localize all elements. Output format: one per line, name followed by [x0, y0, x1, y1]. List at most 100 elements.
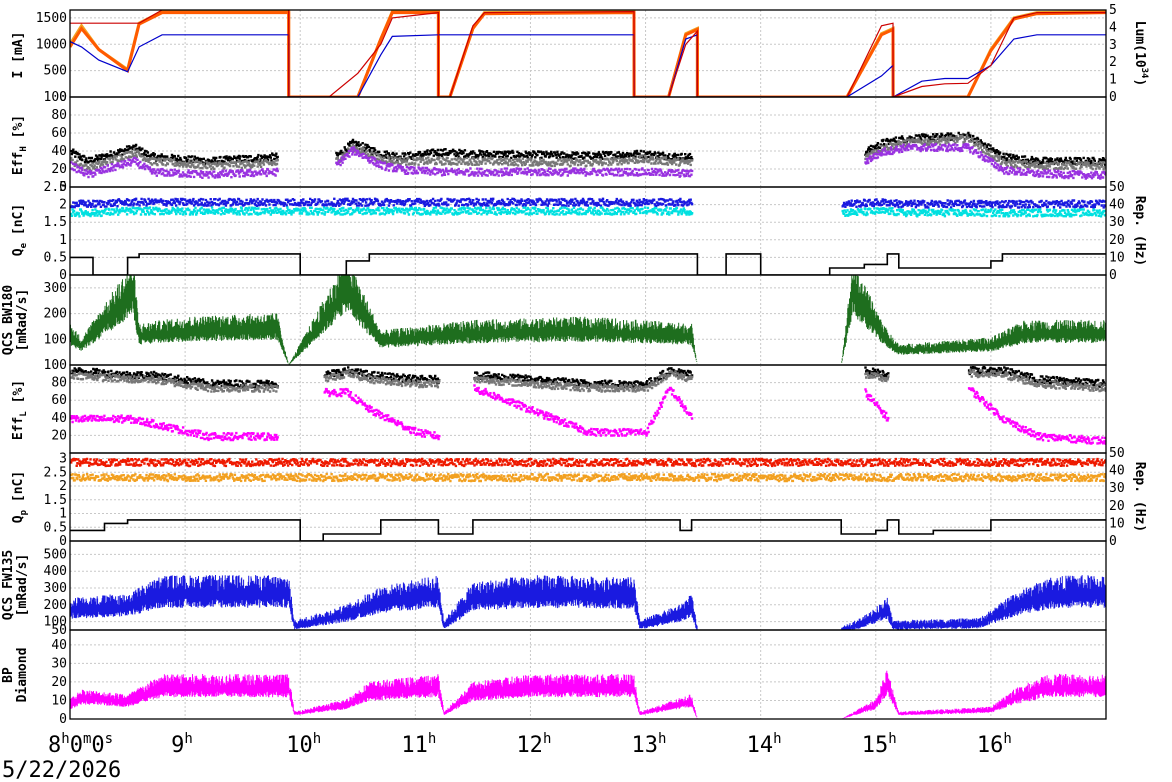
x-tick-label: 11h — [401, 731, 436, 758]
x-tick-label: 10h — [286, 731, 321, 758]
y-tick-label: 80 — [51, 376, 67, 391]
series-qcs-bw180 — [70, 275, 1106, 365]
y-tick-label: 1500 — [36, 11, 67, 26]
series-dots — [70, 457, 1106, 468]
y2-tick-label: 0 — [1109, 90, 1117, 105]
panel-effl: 20 40 60 80 100 EffL [%] — [11, 358, 1107, 454]
x-tick-label: 14h — [747, 731, 782, 758]
y-tick-label: 0 — [59, 712, 67, 727]
y-axis-title: QCS BW180[mRad/s] — [1, 285, 30, 356]
y2-axis-title: Lum(1034) — [1132, 21, 1149, 87]
y-tick-label: 1 — [59, 507, 67, 522]
y-axis-title: BPDiamond — [1, 648, 30, 703]
rep-rate-line — [70, 519, 1106, 541]
x-tick-label: 8h0m0s — [48, 731, 113, 758]
y-tick-label: 80 — [51, 108, 67, 123]
time-axis: 8h0m0s 9h 10h 11h 12h 13h 14h 15h 16h 5/22/2026 — [2, 731, 1012, 782]
panel-effh: 0 20 40 60 80 100 EffH [%] — [11, 90, 1107, 195]
y-tick-label: 0 — [59, 90, 67, 105]
y2-tick-label: 30 — [1109, 215, 1125, 230]
y2-tick-label: 4 — [1109, 20, 1117, 35]
plot-area — [70, 275, 1106, 365]
x-tick-label: 12h — [516, 731, 551, 758]
y-tick-label: 500 — [44, 64, 67, 79]
y-tick-label: 200 — [44, 307, 67, 322]
plot-area — [70, 131, 1106, 180]
y-tick-label: 60 — [51, 393, 67, 408]
rep-rate-line — [70, 253, 1106, 275]
y-tick-label: 10 — [51, 693, 67, 708]
y-axis-title: EffH [%] — [11, 115, 29, 175]
y-tick-label: 400 — [44, 564, 67, 579]
y-tick-label: 50 — [51, 623, 67, 638]
plot-area — [70, 10, 1106, 97]
panel-current: 0 500 1000 1500 0 1 2 3 4 5 I [mA] Lum(1034) — [11, 3, 1149, 105]
series-dots — [70, 206, 1106, 218]
y-tick-label: 30 — [51, 656, 67, 671]
series-bp-diamond — [70, 670, 1106, 719]
y-tick-label: 100 — [44, 615, 67, 630]
y-tick-label: 100 — [44, 90, 67, 105]
y2-tick-label: 5 — [1109, 3, 1117, 18]
y2-tick-label: 0 — [1109, 534, 1117, 549]
series-line — [70, 10, 1106, 97]
date-label: 5/22/2026 — [2, 758, 121, 782]
y-tick-label: 60 — [51, 126, 67, 141]
y-tick-label: 100 — [44, 358, 67, 373]
y-tick-label: 20 — [51, 162, 67, 177]
plot-area — [70, 457, 1106, 541]
x-tick-label: 16h — [977, 731, 1012, 758]
y2-tick-label: 40 — [1109, 198, 1125, 213]
y-axis-title: Qe [nC] — [11, 204, 29, 256]
plot-area — [70, 197, 1106, 275]
panel-bp-diamond: 0 10 20 30 40 BPDiamond — [1, 629, 1107, 727]
y2-tick-label: 10 — [1109, 516, 1125, 531]
y-tick-label: 200 — [44, 598, 67, 613]
y2-tick-label: 40 — [1109, 464, 1125, 479]
y-axis-title: EffL [%] — [11, 380, 29, 440]
y-tick-label: 20 — [51, 428, 67, 443]
series-qcs-fw135 — [70, 575, 1106, 630]
y-tick-label: 300 — [44, 581, 67, 596]
y-tick-label: 2.5 — [44, 180, 67, 195]
y2-axis-title: Rep. (Hz) — [1132, 462, 1147, 532]
x-tick-label: 9h — [171, 731, 193, 758]
y-axis-title: QCS FW135[mRad/s] — [1, 550, 30, 620]
y2-tick-label: 3 — [1109, 38, 1117, 53]
y-tick-label: 2 — [59, 198, 67, 213]
y-tick-label: 300 — [44, 281, 67, 296]
y2-tick-label: 30 — [1109, 481, 1125, 496]
y-tick-label: 2 — [59, 479, 67, 494]
y-tick-label: 1 — [59, 233, 67, 248]
y2-tick-label: 20 — [1109, 499, 1125, 514]
y-tick-label: 1000 — [36, 37, 67, 52]
series-dots — [70, 384, 1106, 445]
series-line — [70, 11, 1106, 97]
series-dots — [70, 142, 1106, 180]
panel-qcs-bw180: 100 200 300 QCS BW180[mRad/s] — [1, 274, 1107, 366]
y-tick-label: 0 — [59, 268, 67, 283]
y2-tick-label: 0 — [1109, 268, 1117, 283]
y-tick-label: 0.5 — [44, 520, 67, 535]
panel-frame — [69, 629, 1107, 720]
y2-axis-title: Rep. (Hz) — [1132, 196, 1147, 266]
y-tick-label: 0 — [59, 180, 67, 195]
plot-area — [70, 575, 1106, 630]
plot-area — [70, 365, 1106, 445]
y-axis-title: Qp [nC] — [11, 471, 29, 523]
y-tick-label: 100 — [44, 332, 67, 347]
plot-area — [70, 670, 1106, 719]
y2-tick-label: 2 — [1109, 55, 1117, 70]
y-axis-title: I [mA] — [11, 32, 26, 79]
y-tick-label: 500 — [44, 547, 67, 562]
x-tick-label: 15h — [862, 731, 897, 758]
y2-tick-label: 20 — [1109, 233, 1125, 248]
x-tick-label: 13h — [632, 731, 667, 758]
y2-tick-label: 10 — [1109, 250, 1125, 265]
y2-tick-label: 50 — [1109, 180, 1125, 195]
y2-tick-label: 1 — [1109, 73, 1117, 88]
